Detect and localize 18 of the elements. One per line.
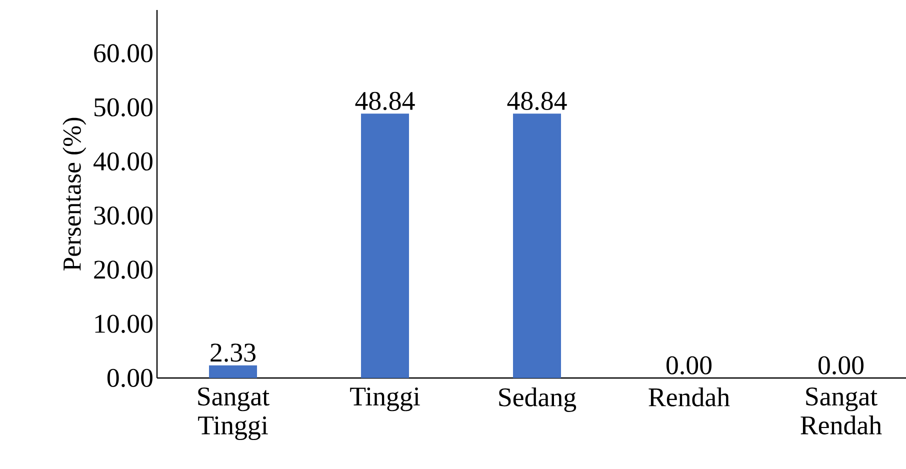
data-label: 48.84 [507,92,567,110]
y-tick-label: 40.00 [94,152,152,171]
x-tick-label: Sangat Tinggi [198,388,270,440]
y-tick-label: 0.00 [107,368,152,388]
y-tick-label: 30.00 [94,206,152,225]
y-tick-label: 60.00 [94,44,152,62]
y-tick-label: 10.00 [95,314,152,333]
data-label: 0.00 [818,356,864,374]
data-label: 48.84 [355,92,415,110]
x-tick-label: Sedang [499,387,576,412]
x-tick-label: Tinggi [350,388,420,412]
data-label: 0.00 [666,356,712,374]
y-tick-label: 20.00 [94,260,152,279]
x-tick-label: Rendah [648,387,730,406]
x-tick-label: Sangat Rendah [800,388,882,434]
y-tick-label: 50.00 [94,98,152,117]
y-axis-title: Persentase (%) [62,118,86,271]
data-label: 2.33 [210,344,256,362]
